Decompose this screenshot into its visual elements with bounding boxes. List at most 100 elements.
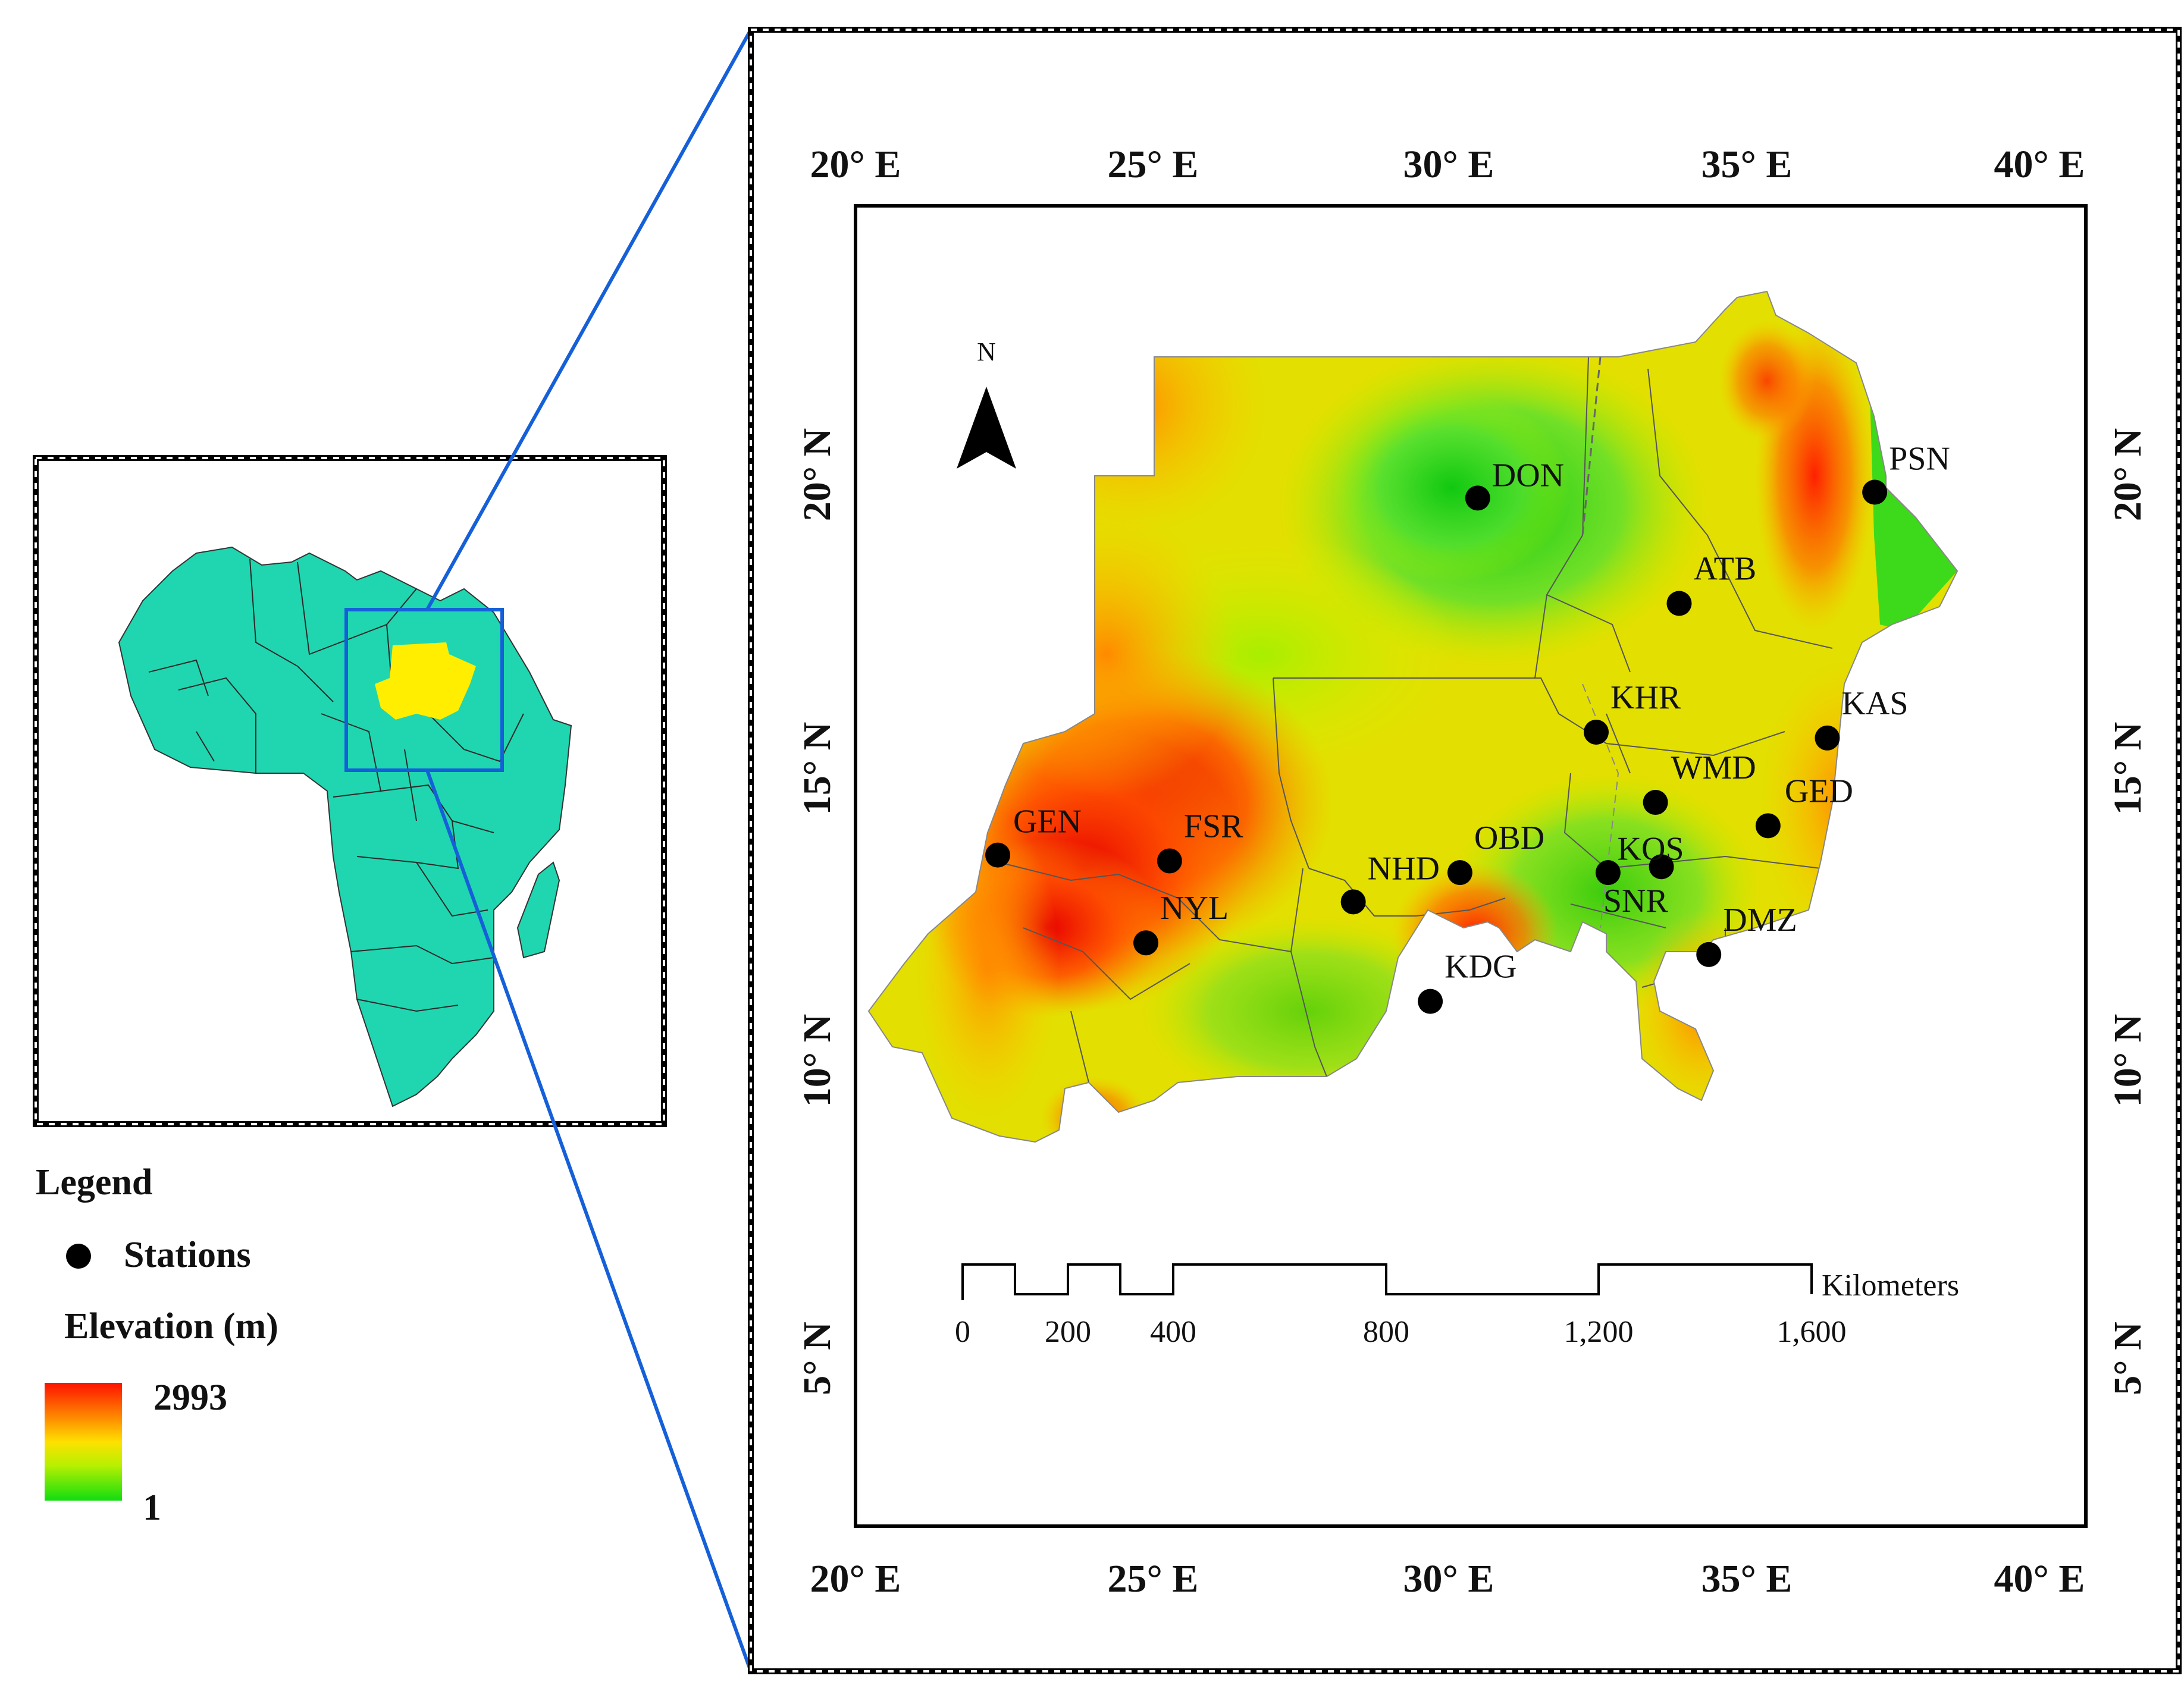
main-frame-inner (750, 29, 2180, 1673)
station-marker (1133, 930, 1159, 956)
station-snr: SNR (1595, 860, 1669, 920)
scale-tick: 1,600 (1777, 1315, 1847, 1349)
sudan-highlight (375, 642, 476, 720)
station-marker (1447, 860, 1472, 886)
station-label: GEN (1013, 804, 1082, 840)
scale-tick: 200 (1045, 1315, 1091, 1349)
bottom-longitude-labels: 20° E 25° E 30° E 35° E 40° E (810, 1557, 2085, 1601)
station-marker (1595, 860, 1621, 886)
lon-label-top: 35° E (1702, 143, 1793, 186)
station-label: ATB (1693, 550, 1756, 587)
lon-label-top: 40° E (1994, 143, 2085, 186)
station-label: KHR (1610, 679, 1681, 716)
station-label: DMZ (1723, 902, 1797, 939)
scale-tick: 1,200 (1564, 1315, 1634, 1349)
lat-label-right: 20° N (2106, 428, 2149, 522)
inset-locator-box (344, 608, 504, 772)
station-psn: PSN (1862, 441, 1950, 505)
station-khr: KHR (1584, 679, 1681, 745)
lon-label-top: 30° E (1403, 143, 1494, 186)
station-label: OBD (1474, 820, 1544, 856)
right-latitude-labels: 20° N 15° N 10° N 5° N (2106, 428, 2149, 1395)
lon-label-top: 25° E (1108, 143, 1199, 186)
connector-line-top (425, 29, 753, 611)
station-marker (1157, 848, 1182, 874)
north-arrow: N (957, 337, 1016, 469)
station-kdg: KDG (1418, 949, 1516, 1014)
lat-label-left: 10° N (795, 1014, 839, 1107)
station-marker (1696, 942, 1722, 967)
africa-borders (148, 558, 524, 1012)
station-ged: GED (1755, 773, 1853, 839)
station-label: KOS (1618, 830, 1684, 867)
legend-title: Legend (36, 1162, 152, 1203)
legend-min-value: 1 (143, 1488, 161, 1528)
connector-line-bottom (425, 769, 753, 1673)
station-label: FSR (1184, 808, 1243, 845)
station-label: SNR (1603, 883, 1669, 920)
lat-label-left: 15° N (795, 722, 839, 815)
sudan-elevation-raster (869, 291, 1957, 1142)
lat-label-right: 15° N (2106, 722, 2149, 815)
station-label: KAS (1841, 685, 1908, 722)
left-latitude-labels: 20° N 15° N 10° N 5° N (795, 428, 839, 1395)
station-gen: GEN (985, 804, 1082, 868)
station-kos: KOS (1618, 830, 1684, 880)
lat-label-left: 5° N (795, 1322, 839, 1395)
main-map: N 20° E 25° E 30° E 35° E 40° E 20° E 25… (748, 27, 2182, 1674)
scale-tick: 0 (955, 1315, 970, 1349)
station-marker (1755, 813, 1781, 839)
map-neatline (854, 204, 2088, 1528)
elevation-color-ramp (45, 1383, 122, 1501)
station-label: KDG (1444, 949, 1516, 986)
station-label: PSN (1889, 441, 1950, 478)
station-obd: OBD (1447, 820, 1544, 886)
legend-elevation-title: Elevation (m) (64, 1306, 278, 1347)
station-marker (1643, 790, 1668, 815)
station-marker (1815, 725, 1840, 751)
scale-unit: Kilometers (1822, 1269, 1959, 1303)
station-marker (985, 842, 1011, 868)
inset-frame-inner (35, 457, 665, 1125)
lon-label-bottom: 35° E (1702, 1557, 1793, 1601)
lon-label-bottom: 30° E (1403, 1557, 1494, 1601)
station-kas: KAS (1815, 685, 1908, 751)
station-don: DON (1465, 457, 1564, 511)
legend-stations-label: Stations (124, 1235, 251, 1275)
legend-station-symbol (66, 1244, 91, 1269)
station-label: DON (1492, 457, 1564, 494)
station-label: GED (1785, 773, 1853, 809)
station-label: WMD (1671, 749, 1756, 786)
lat-label-left: 20° N (795, 428, 839, 522)
north-arrow-icon (957, 387, 1016, 469)
station-nyl: NYL (1133, 890, 1229, 956)
lat-label-right: 5° N (2106, 1322, 2149, 1395)
station-marker (1584, 719, 1609, 745)
station-marker (1649, 854, 1674, 880)
station-wmd: WMD (1643, 749, 1756, 815)
scale-tick: 400 (1150, 1315, 1196, 1349)
station-marker (1666, 591, 1692, 616)
legend-max-value: 2993 (153, 1377, 227, 1418)
station-dmz: DMZ (1696, 902, 1797, 967)
scale-bar-shape (961, 1263, 1813, 1295)
north-arrow-label: N (977, 337, 996, 366)
scale-tick: 800 (1363, 1315, 1409, 1349)
station-marker (1465, 485, 1490, 511)
station-atb: ATB (1666, 550, 1756, 616)
station-nhd: NHD (1340, 850, 1440, 915)
legend: Legend Stations Elevation (m) 2993 1 (36, 1162, 278, 1528)
stations-layer: DON PSN ATB KHR KAS WMD GED GEN FSR KOS OBD SNR NHD N… (985, 441, 1950, 1014)
scale-bar: 0 200 400 800 1,200 1,600 Kilometers (955, 1263, 1959, 1349)
border-dashed (1581, 356, 1602, 536)
madagascar (516, 861, 560, 959)
sudan-outline (867, 290, 1959, 1143)
station-marker (1340, 889, 1366, 915)
lat-label-right: 10° N (2106, 1014, 2149, 1107)
lon-label-bottom: 40° E (1994, 1557, 2085, 1601)
top-longitude-labels: 20° E 25° E 30° E 35° E 40° E (810, 143, 2085, 186)
lon-label-bottom: 25° E (1108, 1557, 1199, 1601)
lon-label-bottom: 20° E (810, 1557, 901, 1601)
station-marker (1418, 989, 1443, 1014)
